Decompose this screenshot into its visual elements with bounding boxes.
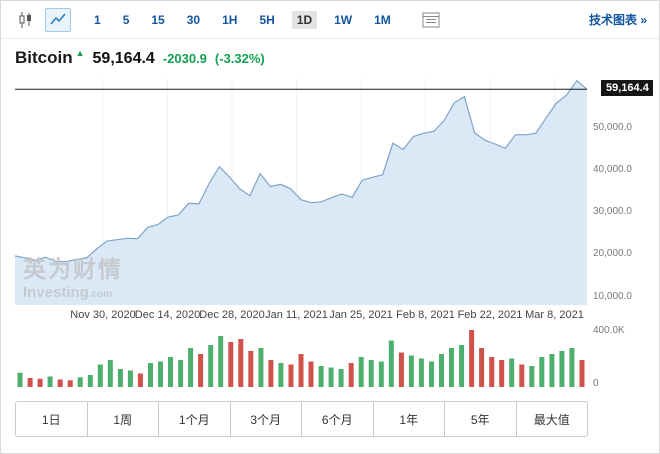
price-chart[interactable]: 50,000.0 40,000.0 30,000.0 20,000.0 10,0… bbox=[15, 79, 659, 305]
range-button-max[interactable]: 最大值 bbox=[516, 401, 588, 437]
x-axis-label: Feb 8, 2021 bbox=[396, 309, 455, 321]
x-axis-label: Jan 25, 2021 bbox=[329, 309, 393, 321]
price-change-percent: (-3.32%) bbox=[214, 51, 265, 66]
range-button-1y[interactable]: 1年 bbox=[373, 401, 445, 437]
y-axis-tick: 50,000.0 bbox=[593, 121, 632, 133]
interval-1w[interactable]: 1W bbox=[334, 12, 353, 27]
x-axis-label: Dec 28, 2020 bbox=[199, 309, 265, 321]
interval-1d[interactable]: 1D bbox=[291, 10, 318, 29]
technical-chart-link[interactable]: 技术图表 » bbox=[588, 13, 647, 27]
price-area-plot[interactable] bbox=[15, 79, 587, 305]
y-axis-tick: 30,000.0 bbox=[593, 206, 632, 218]
y-axis-tick: 20,000.0 bbox=[593, 248, 632, 260]
y-axis-tick: 40,000.0 bbox=[593, 164, 632, 176]
line-chart-icon[interactable] bbox=[45, 7, 71, 32]
volume-bars-plot[interactable] bbox=[15, 327, 587, 387]
chart-panel-icon[interactable] bbox=[418, 8, 444, 32]
volume-axis-max: 400.0K bbox=[593, 325, 625, 336]
candlestick-chart-icon[interactable] bbox=[13, 8, 39, 32]
price-up-arrow-icon: ▲ bbox=[75, 48, 85, 58]
x-axis: Nov 30, 2020 Dec 14, 2020 Dec 28, 2020 J… bbox=[15, 307, 659, 325]
volume-axis-zero: 0 bbox=[593, 378, 599, 389]
interval-1h[interactable]: 1H bbox=[222, 12, 238, 27]
interval-1mo[interactable]: 1M bbox=[374, 12, 391, 27]
x-axis-label: Dec 14, 2020 bbox=[134, 309, 201, 321]
range-button-5y[interactable]: 5年 bbox=[445, 401, 517, 437]
interval-30m[interactable]: 30 bbox=[186, 12, 201, 27]
interval-15m[interactable]: 15 bbox=[151, 12, 165, 27]
last-price: 59,164.4 bbox=[92, 50, 155, 67]
x-axis-label: Nov 30, 2020 bbox=[70, 309, 136, 321]
range-button-6mo[interactable]: 6个月 bbox=[302, 401, 374, 437]
range-button-1d[interactable]: 1日 bbox=[15, 401, 88, 437]
chart-toolbar: 1 5 15 30 1H 5H 1D 1W 1M 技术图表 » bbox=[1, 1, 659, 39]
volume-chart[interactable]: 400.0K 0 bbox=[15, 325, 659, 389]
quote-header: Bitcoin ▲ 59,164.4 -2030.9 (-3.32%) bbox=[1, 39, 659, 75]
range-button-3mo[interactable]: 3个月 bbox=[230, 401, 302, 437]
range-selector: 1日 1周 1个月 3个月 6个月 1年 5年 最大值 bbox=[15, 401, 588, 437]
interval-5h[interactable]: 5H bbox=[259, 12, 275, 27]
x-axis-label: Mar 8, 2021 bbox=[525, 309, 584, 321]
range-button-1mo[interactable]: 1个月 bbox=[159, 401, 231, 437]
interval-1m[interactable]: 1 bbox=[94, 12, 101, 27]
instrument-name: Bitcoin bbox=[15, 48, 73, 67]
interval-5m[interactable]: 5 bbox=[122, 12, 130, 27]
x-axis-label: Feb 22, 2021 bbox=[457, 309, 523, 321]
price-change: -2030.9 bbox=[162, 51, 207, 66]
interval-group: 1 5 15 30 1H 5H 1D 1W 1M bbox=[89, 10, 396, 29]
x-axis-label: Jan 11, 2021 bbox=[265, 309, 328, 321]
current-price-label: 59,164.4 bbox=[601, 80, 653, 97]
range-button-1w[interactable]: 1周 bbox=[87, 401, 159, 437]
y-axis-tick: 10,000.0 bbox=[593, 290, 632, 302]
